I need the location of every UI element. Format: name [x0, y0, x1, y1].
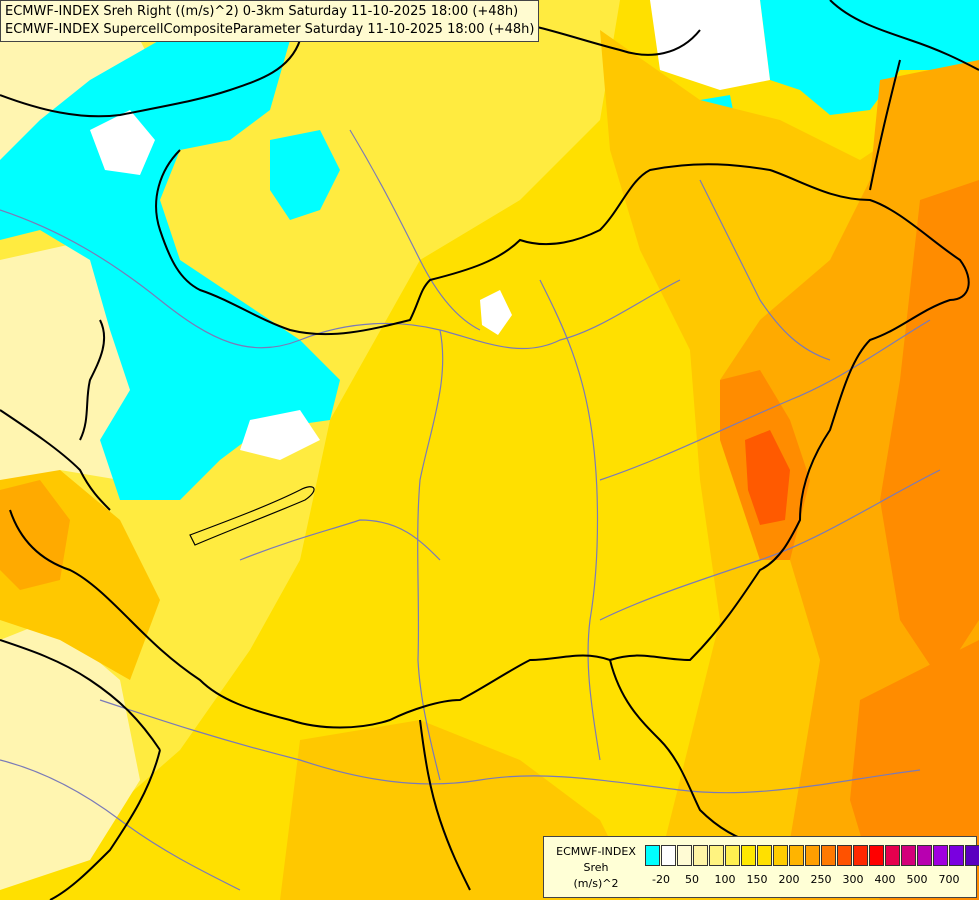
- legend-tick-label: 150: [746, 873, 768, 886]
- color-legend: ECMWF-INDEX Sreh (m/s)^2 -20 50 100 150 200 2…: [543, 836, 979, 898]
- legend-swatch: [645, 845, 660, 866]
- legend-tick-label: 700: [938, 873, 960, 886]
- legend-swatch: [725, 845, 740, 866]
- field-pale-sw: [0, 620, 140, 890]
- legend-swatch: [661, 845, 676, 866]
- legend-swatch: [853, 845, 868, 866]
- legend-swatch: [677, 845, 692, 866]
- legend-swatch: [917, 845, 932, 866]
- legend-swatch: [869, 845, 884, 866]
- legend-variable: Sreh: [583, 861, 609, 874]
- field-cyan-ne: [760, 0, 979, 115]
- legend-swatch: [821, 845, 836, 866]
- legend-tick-label: 300: [842, 873, 864, 886]
- legend-swatch: [741, 845, 756, 866]
- legend-swatch: [805, 845, 820, 866]
- map-title-line-2: ECMWF-INDEX SupercellCompositeParameter …: [5, 22, 535, 37]
- legend-swatch: [933, 845, 948, 866]
- rivers: [0, 129, 941, 891]
- legend-swatch: [773, 845, 788, 866]
- legend-tick-label: 50: [685, 873, 699, 886]
- map-title-box: ECMWF-INDEX Sreh Right ((m/s)^2) 0-3km S…: [0, 0, 540, 42]
- field-cyan-north: [0, 20, 340, 500]
- legend-swatch: [693, 845, 708, 866]
- legend-swatch: [949, 845, 964, 866]
- legend-unit: (m/s)^2: [573, 877, 619, 890]
- legend-tick-label: 250: [810, 873, 832, 886]
- field-cyan-mid: [270, 130, 340, 220]
- legend-tick-label: 400: [874, 873, 896, 886]
- legend-title: ECMWF-INDEX: [556, 845, 636, 858]
- legend-tick-label: -20: [652, 873, 670, 886]
- lake-outline: [189, 486, 315, 546]
- legend-swatch: [709, 845, 724, 866]
- field-darkorange-east: [880, 180, 979, 680]
- field-white-ne: [650, 0, 770, 90]
- legend-tick-label: 100: [714, 873, 736, 886]
- legend-swatch: [837, 845, 852, 866]
- legend-swatch: [901, 845, 916, 866]
- legend-tick-label: 500: [906, 873, 928, 886]
- field-orange-se: [850, 640, 979, 900]
- legend-tick-label: 200: [778, 873, 800, 886]
- field-red-core: [745, 430, 790, 525]
- legend-swatches: [645, 845, 979, 866]
- map-title-line-1: ECMWF-INDEX Sreh Right ((m/s)^2) 0-3km S…: [5, 4, 519, 19]
- field-white-1: [90, 110, 155, 175]
- legend-swatch: [757, 845, 772, 866]
- legend-swatch: [965, 845, 979, 866]
- field-white-2: [480, 290, 512, 335]
- field-white-3: [240, 410, 320, 460]
- legend-swatch: [885, 845, 900, 866]
- legend-swatch: [789, 845, 804, 866]
